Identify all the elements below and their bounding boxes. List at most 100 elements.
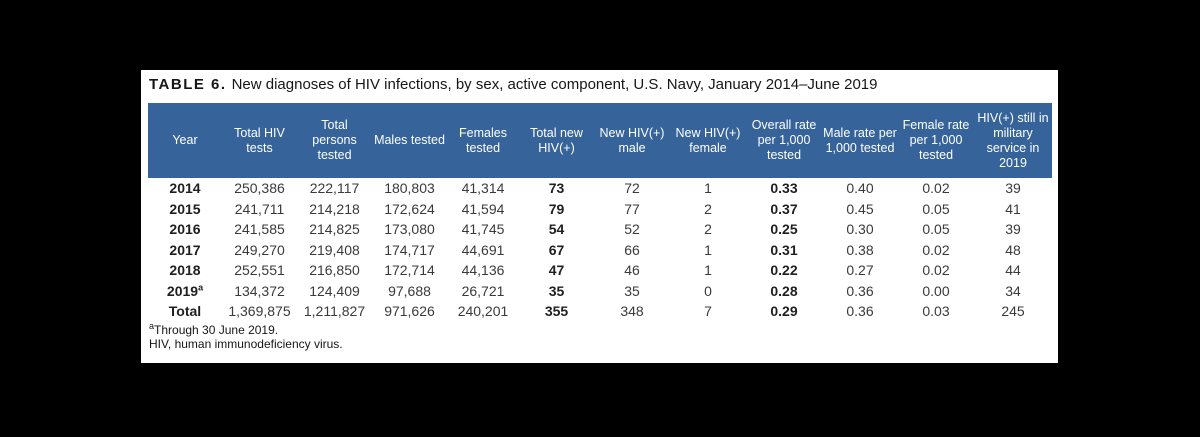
column-header: Overall rate per 1,000 tested [746, 103, 822, 178]
table-body: 2014 250,386 222,117 180,803 41,314 73 72 1 0.33… [148, 178, 1052, 322]
table-cell: 2 [704, 200, 712, 217]
table-row: Total 1,369,875 1,211,827 971,626 240,201 355… [148, 301, 1052, 322]
year-cell: 2017 [169, 241, 201, 258]
table-cell: 355 [544, 303, 569, 320]
table-cell: 0.28 [770, 282, 798, 299]
table-cell: 44 [1005, 262, 1021, 279]
table-cell: 2 [704, 221, 712, 238]
table-cell: 0.45 [846, 200, 874, 217]
footnotes: aThrough 30 June 2019. HIV, human immuno… [149, 322, 343, 352]
column-header: Male rate per 1,000 tested [822, 103, 898, 178]
table-cell: 35 [548, 282, 565, 299]
table-cell: 0.00 [922, 282, 950, 299]
table-cell: 180,803 [384, 180, 435, 197]
table-cell: 0.31 [770, 241, 798, 258]
year-cell: 2019a [166, 282, 204, 299]
hiv-diagnoses-table: Year Total HIV tests Total persons tested M… [148, 103, 1052, 322]
column-header: New HIV(+) male [594, 103, 670, 178]
table-cell: 216,850 [309, 262, 360, 279]
table-cell: 0.05 [922, 221, 950, 238]
year-cell: 2014 [169, 180, 201, 197]
table-cell: 250,386 [234, 180, 285, 197]
table-cell: 44,691 [461, 241, 505, 258]
table-cell: 1 [704, 180, 712, 197]
table-cell: 35 [624, 282, 640, 299]
table-cell: 26,721 [461, 282, 505, 299]
table-cell: 47 [548, 262, 565, 279]
table-cell: 48 [1005, 241, 1021, 258]
table-cell: 245 [1001, 303, 1025, 320]
table-row: 2017 249,270 219,408 174,717 44,691 67 66 1 0.31… [148, 240, 1052, 261]
table-cell: 219,408 [309, 241, 360, 258]
year-cell: 2015 [169, 200, 201, 217]
table-cell: 971,626 [384, 303, 435, 320]
table-cell: 214,218 [309, 200, 360, 217]
table-cell: 222,117 [309, 180, 360, 197]
table-cell: 241,711 [234, 200, 285, 217]
table-cell: 54 [548, 221, 565, 238]
table-cell: 1,211,827 [303, 303, 366, 320]
table-cell: 174,717 [384, 241, 435, 258]
table-row: 2014 250,386 222,117 180,803 41,314 73 72 1 0.33… [148, 178, 1052, 199]
table-cell: 34 [1005, 282, 1021, 299]
table-cell: 134,372 [234, 282, 285, 299]
table-row: 2018 252,551 216,850 172,714 44,136 47 46 1 0.22… [148, 260, 1052, 281]
table-cell: 44,136 [461, 262, 505, 279]
table-cell: 0.38 [846, 241, 874, 258]
table-cell: 172,714 [384, 262, 435, 279]
column-header: Males tested [372, 103, 447, 178]
table-caption: TABLE 6. New diagnoses of HIV infections,… [149, 76, 877, 94]
table-cell: 77 [624, 200, 640, 217]
table-cell: 0.30 [846, 221, 874, 238]
table-cell: 0.02 [922, 262, 950, 279]
year-cell: 2018 [169, 262, 201, 279]
table-cell: 0.02 [922, 180, 950, 197]
table-cell: 241,585 [234, 221, 285, 238]
table-cell: 0 [704, 282, 712, 299]
table-cell: 41,594 [461, 200, 505, 217]
table-cell: 0.36 [846, 303, 874, 320]
table-cell: 67 [548, 241, 565, 258]
table-cell: 41,314 [461, 180, 505, 197]
table-cell: 41 [1005, 200, 1021, 217]
table-cell: 1 [704, 241, 712, 258]
table-cell: 0.29 [770, 303, 798, 320]
column-header: Year [148, 103, 222, 178]
table-cell: 0.40 [846, 180, 874, 197]
table-cell: 39 [1005, 221, 1021, 238]
table-cell: 348 [620, 303, 644, 320]
column-header: Total new HIV(+) [519, 103, 594, 178]
table-cell: 0.03 [922, 303, 950, 320]
table-cell: 72 [624, 180, 640, 197]
column-header: HIV(+) still in military service in 2019 [974, 103, 1052, 178]
table-cell: 79 [548, 200, 565, 217]
table-cell: 0.33 [770, 180, 798, 197]
table-cell: 1,369,875 [228, 303, 291, 320]
column-header: Total HIV tests [222, 103, 297, 178]
table-cell: 1 [704, 262, 712, 279]
table-cell: 173,080 [384, 221, 435, 238]
table-cell: 7 [704, 303, 712, 320]
table-cell: 0.05 [922, 200, 950, 217]
table-cell: 252,551 [234, 262, 285, 279]
column-header: Females tested [447, 103, 519, 178]
table-cell: 214,825 [309, 221, 360, 238]
table-cell: 0.37 [770, 200, 798, 217]
table-cell: 97,688 [388, 282, 431, 299]
table-cell: 52 [624, 221, 640, 238]
table-cell: 172,624 [384, 200, 435, 217]
table-cell: 0.02 [922, 241, 950, 258]
table-cell: 41,745 [461, 221, 505, 238]
year-cell: 2016 [169, 221, 201, 238]
footnote-text: Through 30 June 2019. [154, 323, 279, 337]
table-row: 2019a 134,372 124,409 97,688 26,721 35 35 0 0.28… [148, 281, 1052, 302]
year-footnote-marker: a [198, 282, 204, 293]
table-cell: 39 [1005, 180, 1021, 197]
table-row: 2015 241,711 214,218 172,624 41,594 79 77 2 0.37… [148, 199, 1052, 220]
table-cell: 249,270 [234, 241, 285, 258]
year-cell: Total [168, 303, 202, 320]
table-cell: 0.22 [770, 262, 798, 279]
table-cell: 124,409 [309, 282, 360, 299]
footnote-through-date: aThrough 30 June 2019. [149, 322, 343, 338]
table-panel: TABLE 6. New diagnoses of HIV infections,… [141, 70, 1058, 363]
